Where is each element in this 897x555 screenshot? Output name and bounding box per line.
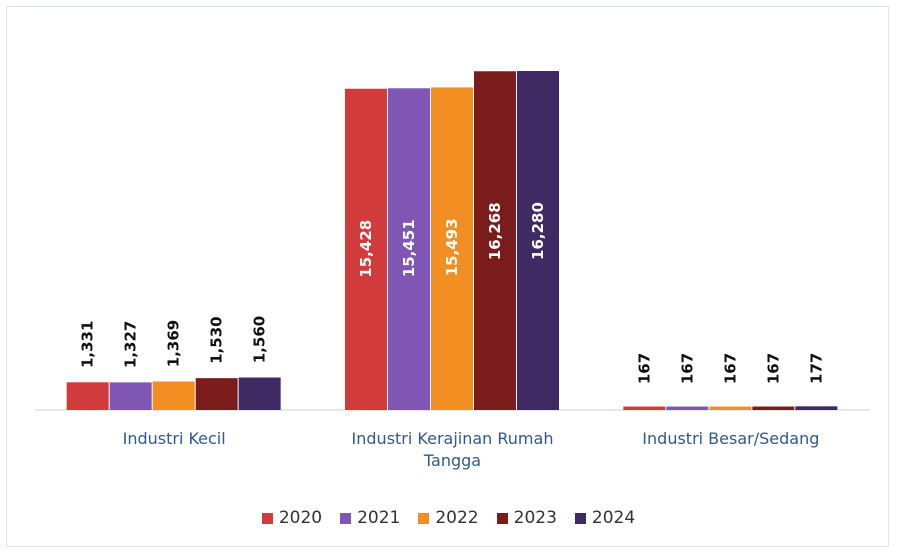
value-label: 1,560 bbox=[251, 316, 269, 363]
bar bbox=[66, 382, 109, 410]
value-label: 15,451 bbox=[400, 219, 418, 277]
value-label: 16,268 bbox=[486, 202, 504, 260]
bar bbox=[152, 381, 195, 410]
bar bbox=[238, 377, 281, 410]
legend-item: 2022 bbox=[418, 508, 479, 528]
legend-swatch bbox=[496, 512, 508, 524]
legend-label: 2020 bbox=[278, 508, 323, 528]
legend-label: 2021 bbox=[357, 508, 401, 528]
legend-swatch bbox=[340, 512, 352, 524]
legend-swatch bbox=[574, 512, 586, 524]
bar bbox=[666, 406, 709, 410]
value-label: 167 bbox=[764, 353, 782, 384]
bar bbox=[623, 406, 666, 410]
legend: 2020 2021 2022 2023 2024 bbox=[0, 508, 897, 528]
value-label: 167 bbox=[635, 353, 653, 384]
legend-item: 2020 bbox=[261, 508, 323, 528]
value-label: 15,493 bbox=[443, 218, 461, 276]
legend-label: 2024 bbox=[591, 508, 636, 528]
bar bbox=[474, 71, 516, 410]
legend-label: 2022 bbox=[435, 508, 479, 528]
bar bbox=[517, 71, 559, 410]
legend-item: 2024 bbox=[574, 508, 636, 528]
bar bbox=[109, 382, 152, 410]
frame bbox=[6, 6, 889, 547]
bar bbox=[195, 378, 238, 410]
bar bbox=[388, 88, 430, 411]
value-label: 1,530 bbox=[208, 316, 226, 363]
legend-label: 2023 bbox=[513, 508, 557, 528]
value-label: 167 bbox=[678, 353, 696, 384]
x-tick-label: Industri Kecil bbox=[122, 429, 226, 448]
value-label: 177 bbox=[807, 353, 825, 384]
bar bbox=[709, 406, 752, 410]
x-tick-label: Industri Besar/Sedang bbox=[642, 429, 820, 448]
bar bbox=[752, 406, 795, 410]
value-label: 15,428 bbox=[357, 220, 375, 278]
legend-swatch bbox=[261, 512, 273, 524]
legend-item: 2023 bbox=[496, 508, 557, 528]
value-label: 1,369 bbox=[165, 320, 183, 367]
x-tick-label: Industri Kerajinan Rumah Tangga bbox=[351, 429, 554, 470]
bar bbox=[795, 406, 838, 410]
value-label: 1,327 bbox=[122, 321, 140, 368]
legend-item: 2021 bbox=[340, 508, 400, 528]
bar bbox=[345, 88, 387, 411]
bar bbox=[431, 87, 473, 410]
value-label: 1,331 bbox=[79, 321, 97, 368]
legend-swatch bbox=[418, 512, 430, 524]
value-label: 16,280 bbox=[529, 202, 547, 260]
value-label: 167 bbox=[721, 353, 739, 384]
